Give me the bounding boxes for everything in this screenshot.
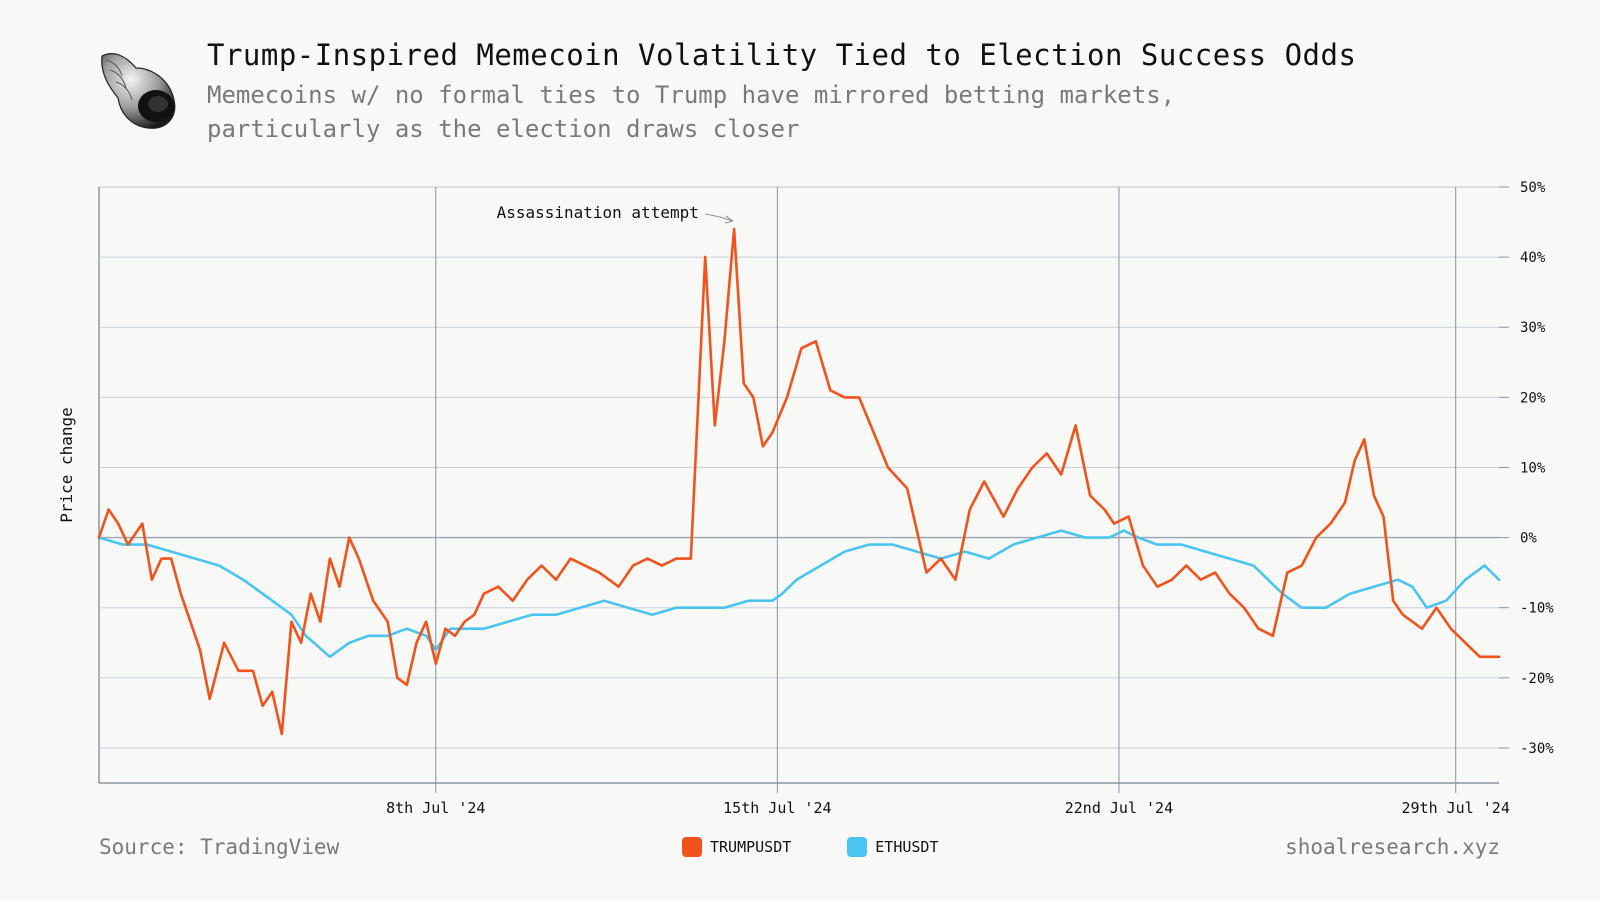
tick-layer: 50% 40% 30% 20% 10% 0% -10% -20% -30% 8th Jul '24… (386, 180, 1554, 817)
y-tick-label: -10% (1520, 601, 1554, 617)
chart-subtitle: Memecoins w/ no formal ties to Trump hav… (207, 81, 1176, 143)
annotation-layer: Assassination attempt (497, 203, 734, 224)
x-tick-label: 29th Jul '24 (1402, 799, 1510, 817)
annotation-arrow (704, 213, 734, 222)
annotation-label: Assassination attempt (497, 203, 699, 222)
y-tick-label: 40% (1520, 250, 1546, 266)
x-tick-label: 8th Jul '24 (386, 799, 485, 817)
source-label: Source: TradingView (99, 835, 340, 859)
legend-label-eth: ETHUSDT (875, 838, 939, 856)
grid-layer (98, 186, 1509, 793)
legend: TRUMPUSDT ETHUSDT (682, 837, 983, 857)
series-line-trumpusdt (97, 227, 1501, 736)
legend-item-trump[interactable]: TRUMPUSDT (682, 837, 791, 857)
y-tick-label: 50% (1520, 180, 1546, 196)
legend-swatch-eth (847, 837, 868, 857)
y-tick-label: 20% (1520, 390, 1546, 406)
shell-logo-icon (101, 53, 176, 129)
legend-swatch-trump (682, 837, 702, 857)
y-tick-label: 10% (1520, 460, 1546, 476)
y-tick-label: 30% (1520, 320, 1546, 336)
legend-label-trump: TRUMPUSDT (710, 838, 792, 856)
y-axis-label: Price change (57, 407, 76, 523)
series-layer (97, 227, 1501, 736)
y-tick-label: -30% (1520, 741, 1554, 757)
series-line-ethusdt (97, 529, 1501, 659)
x-tick-label: 15th Jul '24 (723, 799, 831, 817)
x-tick-label: 22nd Jul '24 (1065, 799, 1173, 817)
chart-title: Trump-Inspired Memecoin Volatility Tied … (207, 38, 1357, 72)
y-tick-label: 0% (1520, 531, 1537, 547)
legend-item-eth[interactable]: ETHUSDT (847, 837, 939, 857)
y-tick-label: -20% (1520, 671, 1554, 687)
annotation-arrowhead (724, 215, 734, 224)
site-label: shoalresearch.xyz (1285, 835, 1500, 859)
